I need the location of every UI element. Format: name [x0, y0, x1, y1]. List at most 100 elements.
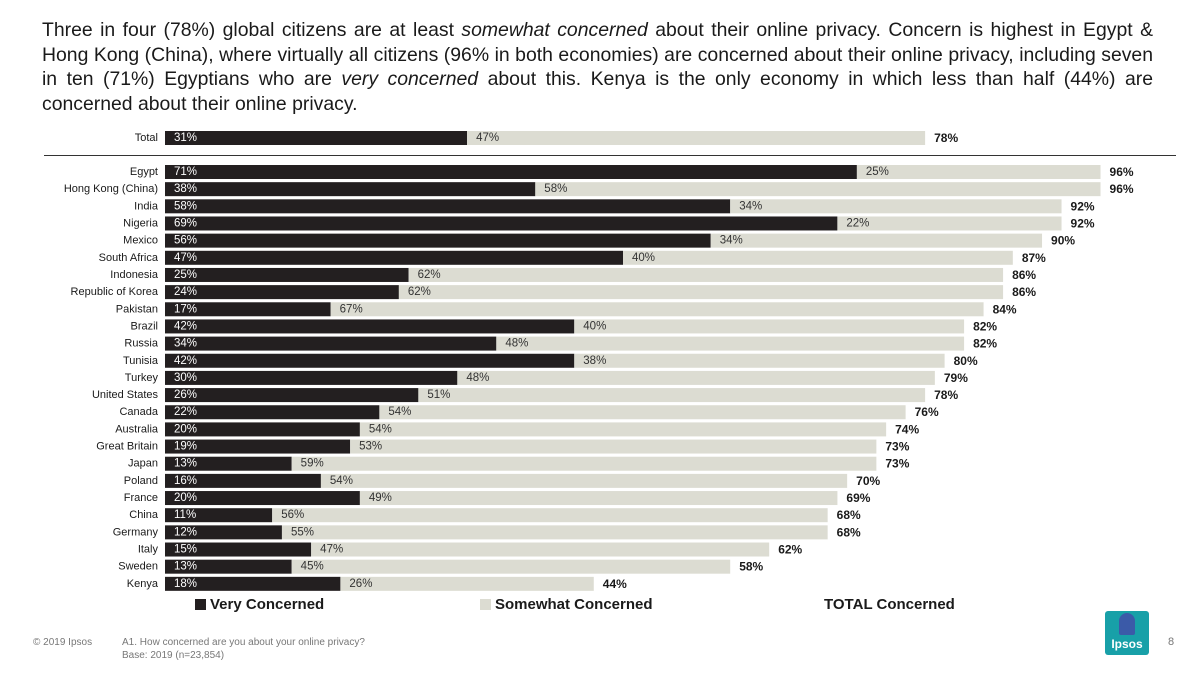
label-total-canada: 76% — [915, 405, 939, 419]
category-label-india: India — [134, 200, 159, 212]
bar-very-poland — [165, 473, 321, 488]
bar-somewhat-china — [272, 508, 828, 523]
label-somewhat-south-africa: 40% — [632, 252, 655, 264]
label-total-japan: 73% — [885, 457, 909, 471]
label-total-russia: 82% — [973, 337, 997, 351]
page-number: 8 — [1168, 636, 1175, 648]
bar-somewhat-nigeria — [837, 216, 1062, 231]
legend-label-somewhat: Somewhat Concerned — [495, 596, 653, 613]
category-label-canada: Canada — [119, 406, 158, 418]
label-very-germany: 12% — [174, 526, 197, 538]
label-total-poland: 70% — [856, 474, 880, 488]
label-somewhat-germany: 55% — [291, 526, 314, 538]
label-total-france: 69% — [846, 491, 870, 505]
label-somewhat-turkey: 48% — [466, 372, 489, 384]
label-total-mexico: 90% — [1051, 234, 1075, 248]
bar-very-brazil — [165, 319, 575, 334]
bar-somewhat-japan — [291, 456, 877, 471]
label-very-turkey: 30% — [174, 372, 197, 384]
label-total-great-britain: 73% — [885, 440, 909, 454]
bar-somewhat-tunisia — [574, 353, 945, 368]
label-somewhat-total: 47% — [476, 132, 499, 144]
bar-very-canada — [165, 405, 380, 420]
bar-somewhat-republic-of-korea — [398, 285, 1004, 300]
label-somewhat-canada: 54% — [388, 406, 411, 418]
category-label-united-states: United States — [92, 389, 159, 401]
bar-somewhat-australia — [359, 422, 887, 437]
headline-part-2: about their online privacy. Concern is h… — [42, 19, 1153, 91]
bar-very-egypt — [165, 165, 857, 179]
label-very-united-states: 26% — [174, 389, 197, 401]
label-very-italy: 15% — [174, 544, 197, 556]
bar-somewhat-great-britain — [350, 439, 877, 454]
bar-very-united-states — [165, 388, 419, 403]
bar-somewhat-kenya — [340, 576, 594, 591]
bar-very-sweden — [165, 559, 292, 574]
label-total-egypt: 96% — [1110, 165, 1134, 179]
bar-very-turkey — [165, 370, 458, 385]
label-total-sweden: 58% — [739, 560, 763, 574]
category-label-tunisia: Tunisia — [123, 355, 159, 367]
label-somewhat-japan: 59% — [301, 458, 324, 470]
category-label-mexico: Mexico — [123, 235, 158, 247]
label-somewhat-tunisia: 38% — [583, 355, 606, 367]
label-somewhat-nigeria: 22% — [846, 217, 869, 229]
legend-swatch-very — [195, 599, 206, 610]
bar-somewhat-germany — [281, 525, 828, 540]
category-label-turkey: Turkey — [125, 372, 159, 384]
label-total-brazil: 82% — [973, 319, 997, 333]
bar-somewhat-mexico — [710, 233, 1043, 248]
label-somewhat-australia: 54% — [369, 423, 392, 435]
label-somewhat-hong-kong-china: 58% — [544, 183, 567, 195]
category-label-pakistan: Pakistan — [116, 303, 158, 315]
label-total-indonesia: 86% — [1012, 268, 1036, 282]
label-somewhat-france: 49% — [369, 492, 392, 504]
label-very-brazil: 42% — [174, 320, 197, 332]
label-very-china: 11% — [174, 509, 196, 521]
bar-very-italy — [165, 542, 312, 557]
legend-somewhat-concerned: Somewhat Concerned — [480, 596, 653, 613]
category-label-indonesia: Indonesia — [110, 269, 159, 281]
bar-somewhat-pakistan — [330, 302, 984, 317]
bar-very-republic-of-korea — [165, 285, 399, 300]
bar-very-nigeria — [165, 216, 838, 231]
label-total-germany: 68% — [837, 525, 861, 539]
label-somewhat-indonesia: 62% — [418, 269, 441, 281]
headline-emphasis-very: very concerned — [341, 68, 479, 91]
category-label-republic-of-korea: Republic of Korea — [71, 286, 159, 298]
label-total-tunisia: 80% — [954, 354, 978, 368]
label-very-australia: 20% — [174, 423, 197, 435]
label-very-japan: 13% — [174, 458, 197, 470]
bar-very-hong-kong-china — [165, 182, 536, 197]
legend-swatch-somewhat — [480, 599, 491, 610]
category-label-china: China — [129, 509, 159, 521]
category-label-egypt: Egypt — [130, 166, 158, 178]
label-very-france: 20% — [174, 492, 197, 504]
label-somewhat-kenya: 26% — [349, 578, 372, 590]
bar-somewhat-south-africa — [623, 250, 1013, 265]
legend-very-concerned: Very Concerned — [195, 596, 324, 613]
bar-very-russia — [165, 336, 497, 351]
category-label-japan: Japan — [128, 458, 158, 470]
label-total-united-states: 78% — [934, 388, 958, 402]
label-very-pakistan: 17% — [174, 303, 197, 315]
label-total-total: 78% — [934, 131, 958, 145]
label-somewhat-india: 34% — [739, 200, 762, 212]
bar-very-mexico — [165, 233, 711, 248]
label-very-south-africa: 47% — [174, 252, 197, 264]
label-total-nigeria: 92% — [1071, 216, 1095, 230]
category-label-australia: Australia — [115, 423, 159, 435]
label-somewhat-poland: 54% — [330, 475, 353, 487]
category-label-hong-kong-china: Hong Kong (China) — [64, 183, 158, 195]
label-somewhat-pakistan: 67% — [340, 303, 363, 315]
footnote-base: Base: 2019 (n=23,854) — [122, 650, 225, 661]
label-total-pakistan: 84% — [993, 302, 1017, 316]
headline: Three in four (78%) global citizens are … — [42, 18, 1153, 116]
bar-somewhat-canada — [379, 405, 906, 420]
bar-very-australia — [165, 422, 360, 437]
footnote-question: A1. How concerned are you about your onl… — [122, 637, 365, 648]
label-total-kenya: 44% — [603, 577, 627, 591]
bar-very-south-africa — [165, 250, 624, 265]
bar-very-japan — [165, 456, 292, 471]
copyright: © 2019 Ipsos — [33, 637, 93, 648]
